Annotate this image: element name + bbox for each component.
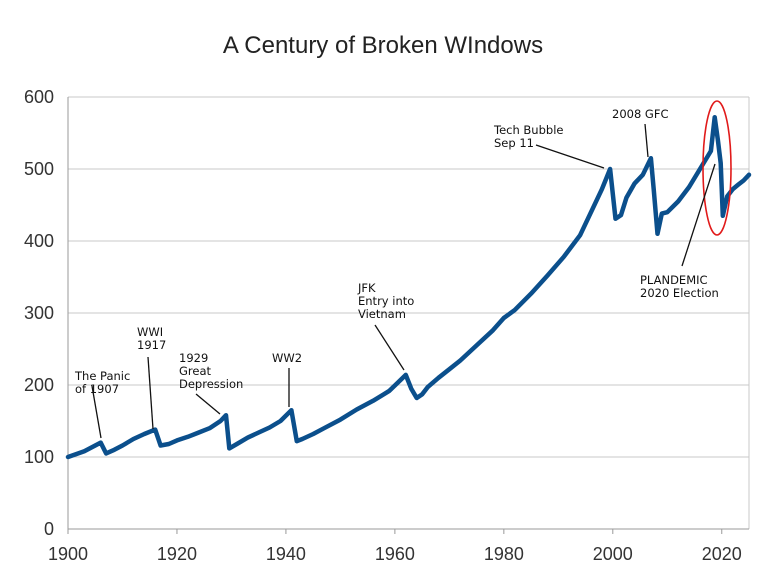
- annotation-text: WWI: [137, 325, 163, 339]
- annotation-leader-line: [195, 393, 221, 415]
- annotation-text: 2008 GFC: [612, 107, 668, 121]
- annotation-text: Depression: [179, 377, 243, 391]
- annotation-text: 2020 Election: [640, 286, 719, 300]
- annotation-leader-line: [147, 356, 154, 430]
- annotation-text: The Panic: [74, 369, 130, 383]
- annotation-text: Entry into: [358, 294, 414, 308]
- x-tick-label: 2000: [593, 544, 633, 564]
- annotation-leader-line: [644, 123, 649, 158]
- x-tick-label: 1980: [484, 544, 524, 564]
- y-tick-label: 0: [44, 519, 54, 539]
- annotation-leader-line: [681, 163, 716, 267]
- x-tick-label: 1940: [266, 544, 306, 564]
- annotation-leader-line: [91, 385, 102, 439]
- annotation: WW2: [272, 351, 302, 407]
- annotation: 2008 GFC: [612, 107, 668, 158]
- annotation-text: Vietnam: [358, 307, 406, 321]
- annotation-leader-line: [374, 324, 405, 371]
- y-tick-label: 400: [24, 231, 54, 251]
- annotation-text: Tech Bubble: [493, 123, 563, 137]
- series-line: [65, 114, 752, 460]
- annotation-text: 1929: [179, 351, 208, 365]
- annotation-text: of 1907: [75, 382, 119, 396]
- y-tick-label: 500: [24, 159, 54, 179]
- annotation-text: Great: [179, 364, 212, 378]
- chart-title: A Century of Broken WIndows: [223, 32, 543, 59]
- highlight-ellipse: [702, 100, 732, 236]
- annotation-text: PLANDEMIC: [640, 273, 708, 287]
- x-tick-label: 2020: [702, 544, 742, 564]
- annotation-text: 1917: [137, 338, 166, 352]
- annotation-text: JFK: [357, 281, 376, 295]
- y-tick-label: 600: [24, 87, 54, 107]
- x-tick-label: 1920: [157, 544, 197, 564]
- x-tick-label: 1900: [48, 544, 88, 564]
- annotation-text: WW2: [272, 351, 302, 365]
- y-tick-label: 100: [24, 447, 54, 467]
- series-layer: [65, 100, 752, 460]
- x-tick-label: 1960: [375, 544, 415, 564]
- annotation-text: Sep 11: [494, 136, 534, 150]
- y-tick-label: 300: [24, 303, 54, 323]
- annotation-leader-line: [535, 144, 605, 169]
- y-tick-label: 200: [24, 375, 54, 395]
- axis-layer: 0 100 200 300 400 500 600 1900 1920 1940 1960 1980 2…: [24, 87, 749, 564]
